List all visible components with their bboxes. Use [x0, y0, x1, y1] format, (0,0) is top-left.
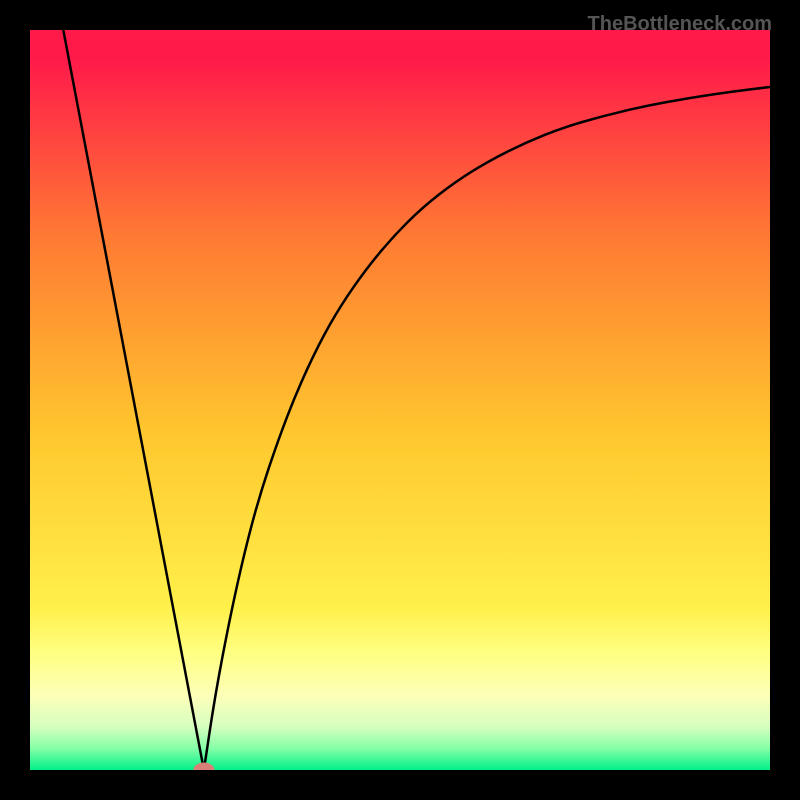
plot-background — [30, 30, 770, 770]
attribution-text: TheBottleneck.com — [588, 13, 772, 35]
chart-svg: TheBottleneck.com — [0, 0, 800, 800]
bottleneck-chart: TheBottleneck.com — [0, 0, 800, 800]
